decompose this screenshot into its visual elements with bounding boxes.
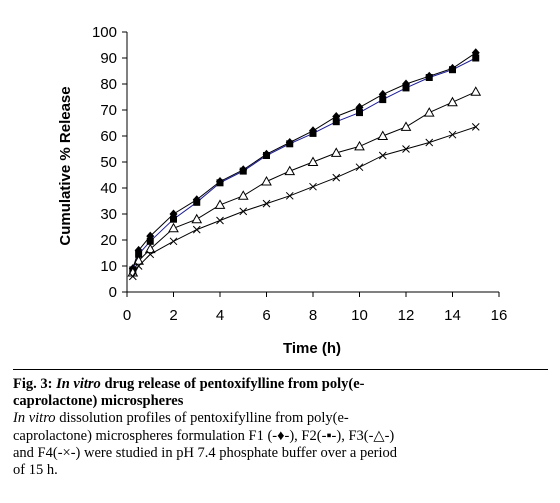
- point-square: [402, 84, 410, 92]
- point-triangle: [307, 156, 319, 166]
- point-triangle: [168, 222, 179, 233]
- point-square: [193, 198, 201, 206]
- y-tick-label: 90: [100, 50, 117, 67]
- x-tick-label: 2: [169, 307, 177, 324]
- y-tick-label: 70: [100, 102, 117, 119]
- point-cross: [192, 225, 201, 234]
- caption-desc-line3: and F4(-×-) were studied in pH 7.4 phosp…: [13, 444, 397, 461]
- caption-fig-number: Fig. 3:: [13, 376, 57, 392]
- point-triangle: [377, 130, 389, 140]
- point-triangle: [400, 121, 412, 131]
- point-square: [146, 237, 154, 245]
- y-tick-label: 60: [100, 128, 117, 145]
- caption-title: Fig. 3: In vitro drug release of pentoxi…: [13, 376, 397, 393]
- point-cross: [355, 163, 364, 172]
- caption-title-line2: caprolactone) microspheres: [13, 393, 184, 410]
- release-chart: 0 10 20 30 40 50 60 70 80 90 100 0 2 4 6 8 10 12 14 16 Cum…: [57, 24, 508, 357]
- series-f4: [128, 123, 480, 281]
- point-cross: [262, 199, 271, 208]
- point-triangle: [470, 86, 482, 96]
- point-cross: [285, 191, 294, 200]
- point-triangle: [447, 96, 458, 107]
- point-triangle: [423, 107, 435, 117]
- x-tick-label: 8: [309, 307, 317, 324]
- point-square: [286, 140, 294, 148]
- x-tick-label: 12: [398, 307, 415, 324]
- caption-desc-line4: of 15 h.: [13, 462, 58, 479]
- series-f3: [127, 86, 482, 277]
- point-triangle: [144, 243, 156, 254]
- point-square: [332, 118, 340, 126]
- x-tick-label: 4: [216, 307, 224, 324]
- y-tick-label: 20: [100, 232, 117, 249]
- point-square: [449, 66, 456, 74]
- x-tick-label: 6: [262, 307, 270, 324]
- caption-title-italic: In vitro: [56, 376, 101, 392]
- x-axis-label: Time (h): [283, 340, 341, 357]
- point-triangle: [191, 213, 203, 224]
- point-triangle: [237, 190, 249, 200]
- point-triangle: [284, 165, 296, 176]
- point-cross: [239, 207, 248, 216]
- point-cross: [378, 151, 387, 160]
- point-cross: [448, 130, 457, 139]
- point-cross: [169, 237, 178, 246]
- series-f1: [128, 48, 480, 274]
- point-square: [216, 179, 224, 187]
- y-axis-label: Cumulative % Release: [57, 86, 74, 245]
- point-square: [263, 152, 270, 159]
- caption-title-rest: drug release of pentoxifylline from poly…: [100, 376, 365, 392]
- x-tick-label: 16: [491, 307, 508, 324]
- point-square: [309, 129, 317, 137]
- point-square: [239, 167, 247, 175]
- x-tick-label: 10: [351, 307, 368, 324]
- point-cross: [216, 216, 224, 225]
- caption-block: Fig. 3: In vitro drug release of pentoxi…: [13, 376, 397, 479]
- series-line-f3: [132, 91, 476, 273]
- x-tick-label: 0: [123, 307, 131, 324]
- series-f2: [129, 54, 480, 274]
- point-triangle: [214, 199, 226, 209]
- y-tick-label: 30: [100, 206, 117, 223]
- caption-divider: [13, 369, 548, 370]
- point-triangle: [330, 147, 342, 157]
- point-cross: [128, 272, 137, 281]
- point-cross: [134, 262, 143, 270]
- point-cross: [425, 138, 434, 147]
- point-square: [379, 96, 387, 104]
- y-tick-label: 10: [100, 258, 117, 275]
- point-cross: [471, 123, 480, 131]
- point-triangle: [133, 255, 144, 265]
- point-square: [472, 54, 480, 62]
- y-tick-label: 100: [92, 24, 117, 41]
- series-line-f2: [132, 57, 476, 271]
- point-cross: [332, 173, 341, 182]
- y-tick-label: 50: [100, 154, 117, 171]
- y-axis-ticks: 0 10 20 30 40 50 60 70 80 90 100: [92, 24, 127, 301]
- point-square: [425, 74, 433, 81]
- point-cross: [402, 145, 410, 153]
- chart-series: [127, 48, 482, 281]
- point-triangle: [354, 140, 365, 151]
- point-cross: [309, 182, 317, 191]
- caption-description: In vitro dissolution profiles of pentoxi…: [13, 410, 397, 427]
- point-square: [170, 215, 177, 223]
- point-square: [135, 250, 143, 258]
- caption-desc-rest: dissolution profiles of pentoxifylline f…: [55, 410, 349, 427]
- x-tick-label: 14: [444, 307, 461, 324]
- point-cross: [146, 250, 155, 259]
- point-triangle: [261, 175, 272, 186]
- y-tick-label: 80: [100, 76, 117, 93]
- series-line-f4: [132, 126, 476, 277]
- x-axis-ticks: 0 2 4 6 8 10 12 14 16: [123, 292, 508, 324]
- y-tick-label: 40: [100, 180, 117, 197]
- caption-desc-italic: In vitro: [13, 410, 56, 427]
- y-tick-label: 0: [109, 284, 117, 301]
- point-square: [356, 109, 363, 117]
- caption-desc-line2: caprolactone) microspheres formulation F…: [13, 427, 395, 444]
